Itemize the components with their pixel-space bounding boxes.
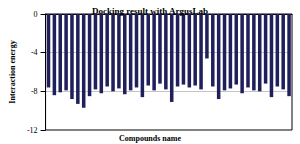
svg-text:Compounds name: Compounds name	[119, 134, 181, 143]
svg-text:-8: -8	[31, 87, 38, 96]
svg-text:Interaction energy: Interaction energy	[8, 40, 17, 103]
svg-text:-4: -4	[31, 48, 38, 57]
svg-text:-12: -12	[27, 126, 38, 135]
svg-text:Docking result with ArgusLab: Docking result with ArgusLab	[92, 6, 208, 16]
svg-text:0: 0	[34, 10, 38, 19]
